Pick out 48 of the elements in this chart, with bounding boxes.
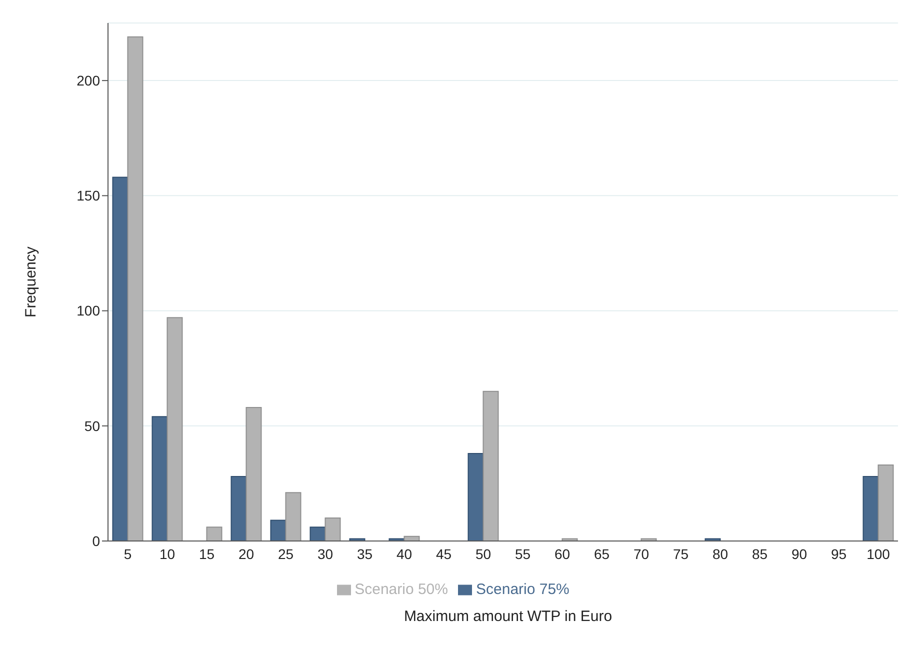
bar [270, 520, 286, 541]
bar [206, 526, 222, 541]
y-tick-label: 150 [76, 188, 100, 204]
legend-label: Scenario 75% [476, 581, 570, 598]
x-tick-label: 85 [752, 546, 768, 562]
x-tick-label: 65 [594, 546, 610, 562]
legend-label: Scenario 50% [354, 581, 448, 598]
bar [230, 476, 247, 541]
bar [285, 492, 302, 541]
bar [482, 390, 499, 541]
y-tick-label: 200 [76, 72, 100, 89]
x-tick-label: 60 [554, 546, 570, 562]
x-tick-label: 50 [475, 546, 492, 562]
bar [562, 538, 578, 541]
bar [862, 476, 879, 541]
x-tick-label: 90 [791, 546, 808, 562]
x-tick-label: 95 [830, 546, 847, 562]
x-axis-title: Maximum amount WTP in Euro [402, 608, 614, 625]
y-tick-label: 100 [76, 302, 100, 319]
bar [310, 526, 326, 541]
bar [640, 538, 657, 541]
x-tick-label: 15 [198, 546, 215, 562]
x-tick-label: 25 [278, 546, 294, 562]
x-tick-label: 55 [514, 546, 531, 562]
bar [878, 464, 894, 541]
bar [349, 538, 366, 541]
bar [246, 406, 262, 541]
y-tick-label: 0 [92, 532, 100, 549]
y-axis-title: Frequency [22, 246, 40, 318]
bar [112, 176, 128, 541]
x-tick-label: 40 [396, 546, 412, 562]
x-tick-label: 45 [436, 546, 452, 562]
bar [127, 36, 144, 541]
x-tick-label: 80 [712, 546, 728, 562]
x-tick-label: 70 [633, 546, 650, 562]
y-tick-label: 50 [84, 418, 100, 434]
bar [468, 453, 484, 541]
x-tick-label: 75 [672, 546, 689, 562]
x-tick-label: 10 [159, 546, 176, 562]
x-tick-label: 100 [866, 546, 890, 562]
x-tick-label: 20 [238, 546, 254, 562]
x-tick-label: 35 [356, 546, 373, 562]
bar [704, 538, 721, 541]
bar [324, 517, 341, 541]
x-tick-label: 30 [317, 546, 334, 562]
bar [152, 416, 168, 541]
bar [166, 317, 183, 541]
x-tick-label: 5 [124, 546, 132, 562]
